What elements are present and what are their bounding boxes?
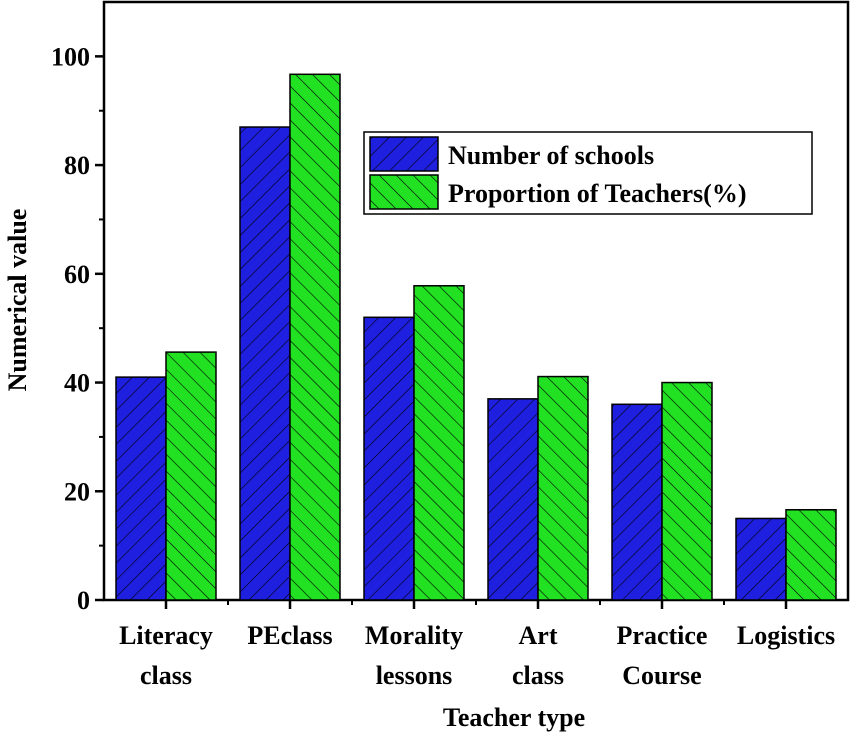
y-axis-title: Numerical value xyxy=(3,209,32,392)
y-tick-label: 100 xyxy=(51,42,90,71)
y-tick-label: 60 xyxy=(64,260,90,289)
x-tick-label: Literacy xyxy=(119,621,213,650)
blue-hatched-bar xyxy=(487,398,539,601)
blue-hatched-bar xyxy=(363,316,415,601)
legend: Number of schools Proportion of Teachers(… xyxy=(363,131,813,215)
x-tick-label: PEclass xyxy=(247,621,332,650)
legend-label: Number of schools xyxy=(448,141,654,170)
x-tick-label: Morality xyxy=(365,621,463,650)
legend-swatch xyxy=(369,174,439,210)
x-axis-title: Teacher type xyxy=(443,703,585,732)
legend-swatch xyxy=(369,136,439,172)
blue-hatched-bar xyxy=(115,376,167,601)
y-tick-label: 0 xyxy=(77,586,90,615)
x-tick-label: Art xyxy=(519,621,558,650)
green-hatched-bar xyxy=(661,381,713,601)
green-hatched-bar xyxy=(785,509,837,601)
x-tick-label: Logistics xyxy=(737,621,835,650)
y-tick-label: 40 xyxy=(64,369,90,398)
green-hatched-bar xyxy=(537,375,589,601)
x-tick-label: class xyxy=(512,661,564,690)
y-tick-label: 20 xyxy=(64,477,90,506)
green-hatched-bar xyxy=(165,351,217,601)
y-tick-label: 80 xyxy=(64,151,90,180)
x-tick-label: class xyxy=(140,661,192,690)
x-tick-label: Practice xyxy=(617,621,708,650)
plot-area: 0 20 40 60 80 100 Literacy class PEclass Morality… xyxy=(51,0,850,690)
legend-label: Proportion of Teachers(%) xyxy=(448,179,747,208)
blue-hatched-bar xyxy=(239,126,291,601)
blue-hatched-bar xyxy=(735,517,787,601)
x-tick-label: Course xyxy=(622,661,701,690)
green-hatched-bar xyxy=(289,73,341,601)
y-axis-title-group: Numerical value xyxy=(3,209,32,392)
x-tick-label: lessons xyxy=(376,661,453,690)
green-hatched-bar xyxy=(413,285,465,601)
blue-hatched-bar xyxy=(611,403,663,601)
